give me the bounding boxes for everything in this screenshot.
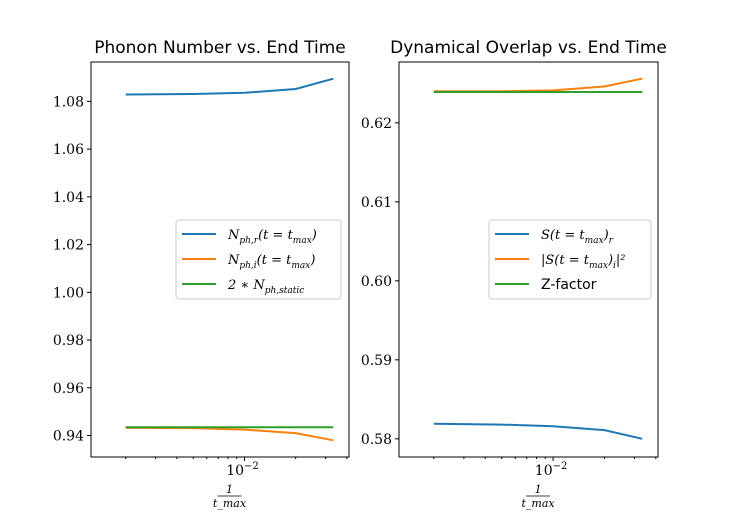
plot-frame: [90, 61, 350, 458]
x-axis-label-denominator: t_max: [213, 497, 247, 510]
y-tick-label: 0.58: [361, 432, 392, 448]
chart-panel-2: Dynamical Overlap vs. End Time 0.58 0.59 0.…: [361, 38, 667, 510]
y-tick-label: 0.62: [361, 116, 392, 132]
series-line-1: [125, 77, 334, 96]
legend-label-2: |S(t = tmax)i|²: [541, 253, 626, 271]
y-tick-label: 1.08: [53, 94, 84, 110]
y-tick-label: 0.60: [361, 274, 392, 290]
x-axis-label-denominator: t_max: [522, 497, 556, 510]
chart-title: Dynamical Overlap vs. End Time: [390, 38, 667, 58]
legend-label-2: Nph,i(t = tmax): [227, 253, 315, 271]
legend-label-1: Nph,r(t = tmax): [227, 228, 317, 246]
x-tick-label: 10−2: [535, 461, 568, 479]
y-tick-label: 0.94: [53, 429, 84, 445]
x-axis-label-numerator: 1: [226, 483, 233, 496]
chart-panel-1: Phonon Number vs. End Time 0.94 0.96 0.98 1.…: [53, 38, 350, 510]
series-line-2: [433, 77, 643, 93]
x-axis-label-numerator: 1: [535, 483, 542, 496]
y-tick-label: 1.06: [53, 142, 84, 158]
legend-box: [175, 219, 342, 300]
legend-label-3: Z-factor: [541, 277, 597, 293]
y-tick-label: 0.59: [361, 353, 392, 369]
series-line-2: [125, 426, 334, 442]
y-tick-label: 0.96: [53, 381, 84, 397]
y-tick-label: 0.98: [53, 333, 84, 349]
legend-label-1: S(t = tmax)r: [541, 228, 614, 246]
y-tick-label: 1.02: [53, 238, 84, 254]
y-tick-label: 1.00: [53, 285, 84, 301]
y-tick-label: 0.61: [361, 195, 392, 211]
legend-label-3: 2 ∗ Nph,static: [227, 278, 304, 296]
legend-box: [488, 219, 652, 300]
chart-title: Phonon Number vs. End Time: [94, 38, 346, 58]
y-tick-label: 1.04: [53, 190, 84, 206]
series-line-1: [433, 422, 643, 440]
x-tick-label: 10−2: [226, 461, 259, 479]
plot-frame: [398, 61, 659, 458]
